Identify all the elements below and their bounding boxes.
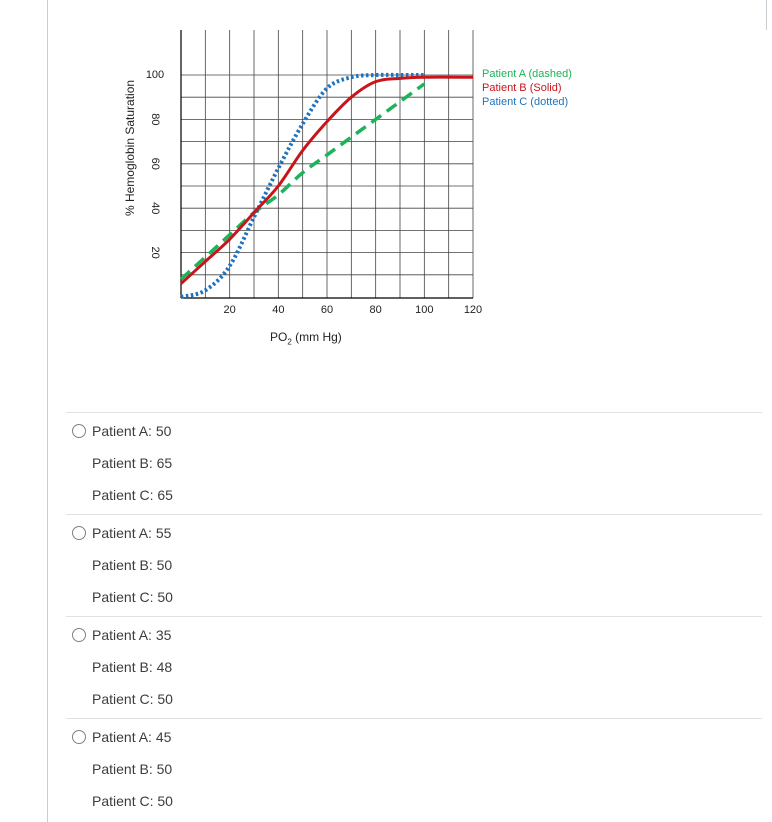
legend-item-patient-a: Patient A (dashed) — [482, 68, 572, 80]
chart-legend: Patient A (dashed) Patient B (Solid) Pat… — [482, 67, 572, 109]
content-left-border — [47, 0, 48, 822]
chart-axes — [180, 30, 473, 299]
x-tick-label: 120 — [464, 304, 482, 316]
option-line: Patient B: 50 — [92, 557, 173, 573]
option-line: Patient A: 50 — [92, 423, 172, 439]
option-line: Patient A: 35 — [92, 627, 172, 643]
answer-option-4[interactable]: Patient A: 45 Patient B: 50 Patient C: 5… — [66, 718, 762, 820]
option-line: Patient C: 65 — [92, 487, 173, 503]
x-axis-label: PO2 (mm Hg) — [270, 330, 342, 347]
chart-tick-labels: 20 40 60 80 100 120 20 40 60 80 100 — [146, 69, 482, 316]
option-line: Patient A: 45 — [92, 729, 172, 745]
series-line-patient-c — [180, 72, 425, 299]
option-line: Patient C: 50 — [92, 691, 173, 707]
legend-item-patient-c: Patient C (dotted) — [482, 96, 569, 108]
answer-option-2[interactable]: Patient A: 55 Patient B: 50 Patient C: 5… — [66, 514, 762, 616]
radio-button[interactable] — [72, 628, 86, 642]
radio-button[interactable] — [72, 526, 86, 540]
option-line: Patient A: 55 — [92, 525, 172, 541]
answer-option-3[interactable]: Patient A: 35 Patient B: 48 Patient C: 5… — [66, 616, 762, 718]
option-line: Patient B: 50 — [92, 761, 173, 777]
x-tick-label: 20 — [224, 304, 236, 316]
chart-series — [179, 72, 474, 299]
y-tick-label: 100 — [146, 69, 164, 81]
radio-button[interactable] — [72, 730, 86, 744]
legend-item-patient-b: Patient B (Solid) — [482, 82, 562, 94]
series-line-patient-a — [179, 82, 426, 281]
x-tick-label: 100 — [415, 304, 433, 316]
oxygen-dissociation-chart: 20 40 60 80 100 120 20 40 60 80 100 — [146, 30, 482, 316]
x-tick-label: 80 — [370, 304, 382, 316]
y-tick-label: 60 — [149, 158, 161, 170]
chart-grid — [181, 30, 474, 298]
option-line: Patient C: 50 — [92, 793, 173, 809]
y-tick-label: 80 — [149, 113, 161, 125]
x-tick-label: 40 — [272, 304, 284, 316]
content-right-border — [766, 0, 767, 30]
x-tick-label: 60 — [321, 304, 333, 316]
option-line: Patient B: 65 — [92, 455, 173, 471]
radio-button[interactable] — [72, 424, 86, 438]
option-line: Patient C: 50 — [92, 589, 173, 605]
y-tick-label: 20 — [149, 246, 161, 258]
series-line-patient-b — [179, 75, 474, 285]
answer-options: Patient A: 50 Patient B: 65 Patient C: 6… — [66, 412, 762, 820]
answer-option-1[interactable]: Patient A: 50 Patient B: 65 Patient C: 6… — [66, 412, 762, 514]
option-line: Patient B: 48 — [92, 659, 173, 675]
y-tick-label: 40 — [149, 202, 161, 214]
